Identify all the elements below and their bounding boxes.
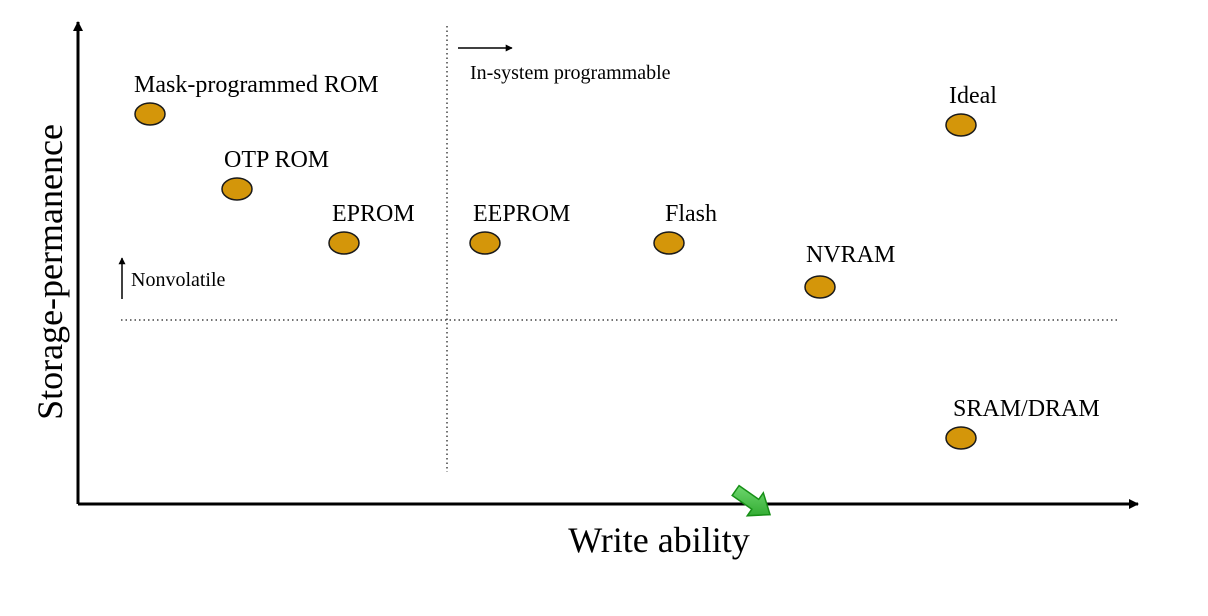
data-point-mask-programmed-rom: Mask-programmed ROM	[134, 72, 379, 126]
point-marker	[221, 177, 253, 201]
data-point-nvram: NVRAM	[804, 242, 895, 299]
point-label: Mask-programmed ROM	[134, 72, 379, 98]
point-label: EEPROM	[473, 201, 570, 227]
point-label: Flash	[665, 201, 717, 227]
data-point-otp-rom: OTP ROM	[221, 147, 329, 201]
point-marker	[328, 231, 360, 255]
point-marker	[804, 275, 836, 299]
point-marker	[134, 102, 166, 126]
green-pointer-arrow-icon	[731, 484, 772, 517]
point-marker	[945, 113, 977, 137]
data-point-eeprom: EEPROM	[469, 201, 570, 255]
point-label: SRAM/DRAM	[953, 396, 1100, 422]
data-point-eprom: EPROM	[328, 201, 415, 255]
y-axis-title: Storage-permanence	[30, 124, 70, 420]
point-label: EPROM	[332, 201, 415, 227]
nonvolatile-label: Nonvolatile	[131, 269, 226, 291]
data-point-ideal: Ideal	[945, 83, 997, 137]
point-marker	[945, 426, 977, 450]
point-label: OTP ROM	[224, 147, 329, 173]
data-point-sram-dram: SRAM/DRAM	[945, 396, 1100, 450]
point-marker	[653, 231, 685, 255]
point-label: Ideal	[949, 83, 997, 109]
x-axis-title: Write ability	[568, 520, 750, 560]
point-label: NVRAM	[806, 242, 895, 268]
in-system-label: In-system programmable	[470, 62, 671, 84]
point-marker	[469, 231, 501, 255]
data-point-flash: Flash	[653, 201, 717, 255]
data-points: Mask-programmed ROM OTP ROM EPROM EEPROM Fla…	[134, 72, 1100, 450]
